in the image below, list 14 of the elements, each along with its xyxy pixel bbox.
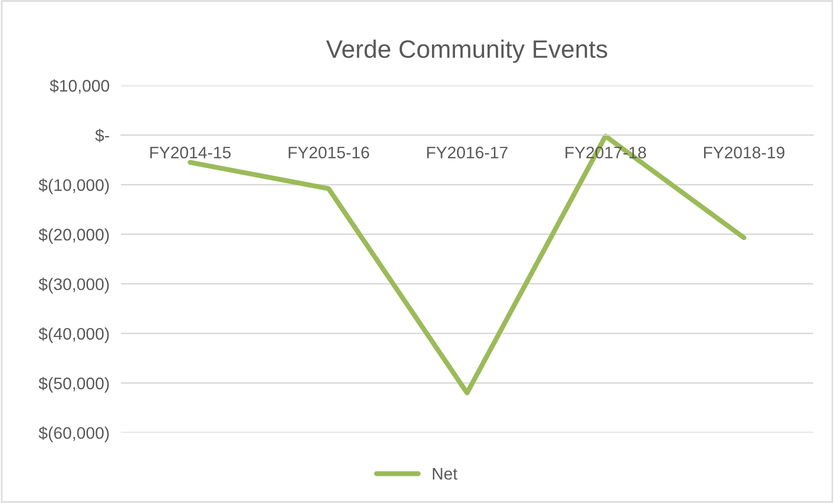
- y-tick-label: $(30,000): [38, 278, 109, 294]
- y-tick-label: $(40,000): [38, 327, 109, 344]
- chart-title: Verde Community Events: [326, 40, 608, 63]
- legend-label: Net: [432, 468, 458, 480]
- x-tick-label: FY2018-19: [704, 146, 784, 158]
- y-tick-label: $(60,000): [38, 426, 109, 442]
- y-tick-label: $(10,000): [38, 178, 109, 194]
- y-tick-label: $(20,000): [38, 228, 109, 244]
- x-tick-label: FY2016-17: [427, 146, 508, 158]
- x-tick-label: FY2014-15: [150, 146, 231, 158]
- y-tick-label: $(50,000): [38, 376, 109, 393]
- x-tick-label: FY2015-16: [288, 146, 370, 158]
- y-tick-label: $10,000: [50, 79, 110, 94]
- y-tick-label: $-: [95, 128, 110, 142]
